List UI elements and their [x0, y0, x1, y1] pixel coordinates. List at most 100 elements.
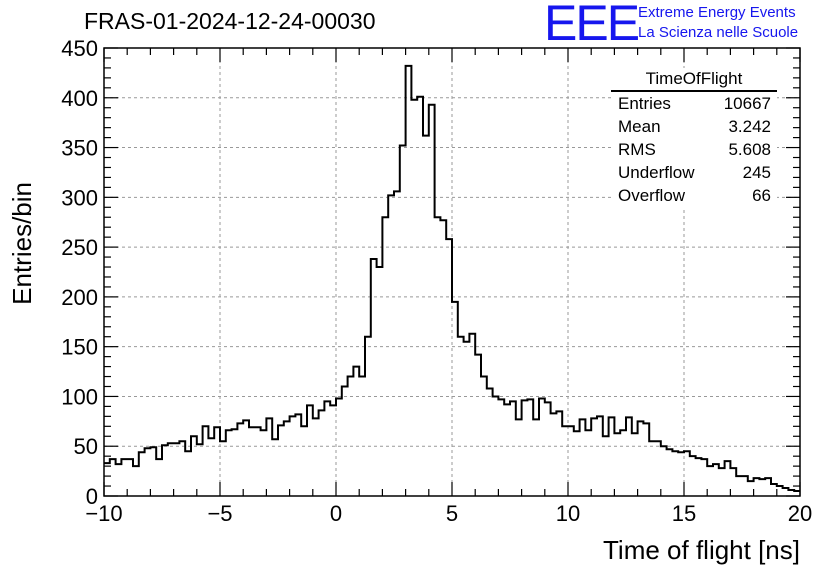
- histogram-bin: [655, 441, 661, 496]
- stats-box: TimeOfFlight Entries 10667 Mean 3.242 RM…: [611, 68, 777, 207]
- histogram-bin: [353, 367, 359, 496]
- histogram-bin: [330, 405, 336, 496]
- histogram-bin: [684, 451, 690, 496]
- histogram-bin: [261, 430, 267, 496]
- histogram-bin: [603, 436, 609, 496]
- stats-label: Underflow: [618, 163, 695, 182]
- stats-value: 245: [742, 163, 771, 182]
- histogram-bin: [313, 418, 319, 496]
- chart-title: FRAS-01-2024-12-24-00030: [84, 8, 376, 34]
- histogram-bin: [336, 398, 342, 496]
- x-axis-label: Time of flight [ns]: [603, 535, 800, 565]
- histogram-bin: [458, 337, 464, 496]
- histogram-bin: [464, 342, 470, 496]
- y-tick-label: 150: [61, 335, 98, 360]
- histogram-bin: [400, 146, 406, 496]
- axis-ticks: [103, 47, 801, 497]
- x-tick-label: 0: [330, 501, 342, 526]
- histogram-bin: [690, 456, 696, 496]
- histogram-bin: [104, 463, 110, 496]
- y-tick-label: 100: [61, 384, 98, 409]
- histogram-bin: [237, 423, 243, 496]
- histogram-bin: [249, 427, 255, 496]
- histogram-bin: [748, 481, 754, 496]
- histogram-bin: [359, 377, 365, 496]
- logo-line-2: La Scienza nelle Scuole: [638, 24, 799, 41]
- histogram-bin: [469, 334, 475, 496]
- histogram-bin: [759, 479, 765, 496]
- histogram-bin: [649, 441, 655, 496]
- histogram-bin: [342, 386, 348, 496]
- y-tick-label: 0: [86, 484, 98, 509]
- histogram-bin: [145, 448, 151, 496]
- histogram-bin: [574, 431, 580, 496]
- histogram-bin: [243, 420, 249, 496]
- stats-label: Mean: [618, 117, 661, 136]
- histogram-bin: [232, 429, 238, 496]
- histogram-bin: [377, 267, 383, 496]
- histogram-bin: [562, 426, 568, 496]
- histogram-bin: [533, 419, 539, 496]
- histogram-bin: [394, 191, 400, 496]
- histogram-bin: [290, 416, 296, 496]
- histogram-bin: [168, 443, 174, 496]
- histogram-bin: [487, 388, 493, 496]
- histogram-bin: [133, 466, 139, 496]
- histogram-bin: [516, 419, 522, 496]
- histogram-bin: [736, 476, 742, 496]
- histogram-bin: [504, 404, 510, 496]
- stats-label: RMS: [618, 140, 656, 159]
- x-tick-label: 10: [556, 501, 580, 526]
- histogram-bin: [388, 195, 394, 496]
- histogram-bin: [678, 452, 684, 496]
- histogram-bin: [585, 430, 591, 496]
- y-axis-label: Entries/bin: [7, 182, 37, 305]
- x-tick-label: 15: [672, 501, 696, 526]
- x-tick-label: −10: [85, 501, 122, 526]
- stats-label: Overflow: [618, 186, 686, 205]
- y-tick-labels: 0 50 100 150 200 250 300 350 400 450: [61, 36, 98, 509]
- histogram-bin: [348, 377, 354, 496]
- histogram-bin: [174, 443, 180, 496]
- histogram-bin: [551, 413, 557, 496]
- y-tick-label: 300: [61, 185, 98, 210]
- histogram-line: [104, 64, 800, 493]
- y-tick-label: 400: [61, 86, 98, 111]
- histogram-bin: [324, 401, 330, 496]
- stats-box-title: TimeOfFlight: [611, 68, 777, 92]
- histogram-bin: [667, 449, 673, 496]
- x-tick-labels: −10 −5 0 5 10 15 20: [85, 501, 812, 526]
- histogram-bin: [423, 136, 429, 496]
- logo-line-1: Extreme Energy Events: [638, 4, 796, 21]
- stats-row-mean: Mean 3.242: [611, 115, 777, 138]
- stats-value: 5.608: [728, 140, 771, 159]
- histogram-bin: [632, 433, 638, 496]
- histogram-bin: [411, 100, 417, 496]
- histogram-bin: [719, 468, 725, 496]
- x-tick-label: 5: [446, 501, 458, 526]
- histogram-bin: [568, 426, 574, 496]
- histogram-bin: [272, 439, 278, 496]
- eee-logo-mark: EEE: [544, 0, 640, 51]
- stats-row-entries: Entries 10667: [611, 92, 777, 115]
- stats-label: Entries: [618, 94, 671, 113]
- histogram-bin: [545, 402, 551, 496]
- gridlines: [104, 48, 800, 496]
- histogram-bin: [301, 426, 307, 496]
- histogram-bin: [197, 444, 203, 496]
- stats-value: 3.242: [728, 117, 771, 136]
- histogram-bin: [220, 441, 226, 496]
- x-tick-label: 20: [788, 501, 812, 526]
- histogram-series: [104, 64, 800, 496]
- histogram-bin: [284, 421, 290, 496]
- histogram-bin: [481, 377, 487, 496]
- stats-value: 10667: [723, 94, 771, 113]
- stats-value: 66: [752, 186, 771, 205]
- y-tick-label: 250: [61, 235, 98, 260]
- stats-row-overflow: Overflow 66: [611, 184, 777, 207]
- histogram-bin: [185, 451, 191, 496]
- y-tick-label: 350: [61, 136, 98, 161]
- y-tick-label: 450: [61, 36, 98, 61]
- histogram-bin: [319, 410, 325, 496]
